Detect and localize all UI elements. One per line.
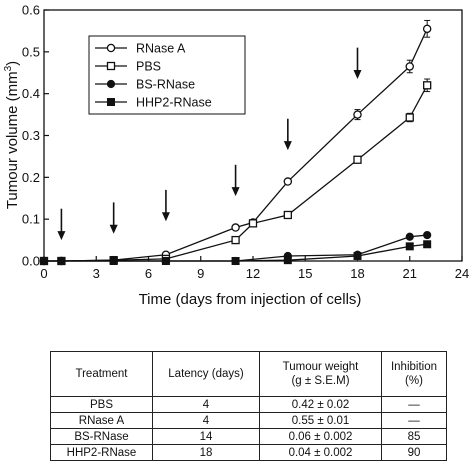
header-inhibition: Inhibition (%) xyxy=(381,351,447,397)
injection-arrow xyxy=(57,208,66,241)
y-tick-label: 0.1 xyxy=(22,212,40,227)
axis-ticks: 0 3 6 9 12 15 18 21 24 0.0 0.1 0.2 0.3 0.4 0.5 0.6 xyxy=(22,3,469,282)
y-tick-label: 0.4 xyxy=(22,86,40,101)
table-cell-treatment: PBS xyxy=(50,396,153,413)
data-point-legend-bs-rnase xyxy=(106,79,116,89)
legend-label: RNase A xyxy=(136,42,186,56)
x-tick-label: 21 xyxy=(403,266,417,281)
y-tick-label: 0.2 xyxy=(22,170,40,185)
legend-label: PBS xyxy=(136,60,161,74)
table-cell-weight: 0.04 ± 0.002 xyxy=(259,444,382,461)
table-header-row: Treatment Latency (days) Tumour weight (… xyxy=(50,351,447,397)
legend-label: HHP2-RNase xyxy=(136,96,212,110)
x-tick-label: 24 xyxy=(455,266,469,281)
data-point-rnase-a xyxy=(231,223,240,232)
x-tick-label: 18 xyxy=(350,266,364,281)
table-row: PBS 4 0.42 ± 0.02— xyxy=(50,396,447,413)
data-point-legend-pbs xyxy=(106,61,116,71)
data-point-hhp2-rnase xyxy=(283,256,292,265)
table-row: BS-RNase 14 0.06 ± 0.002 85 xyxy=(50,428,447,445)
data-point-pbs xyxy=(283,210,292,220)
data-point-pbs xyxy=(248,219,258,228)
data-point-legend-hhp2-rnase xyxy=(107,98,115,106)
data-point-rnase-a xyxy=(405,62,414,71)
table-cell-inhibition: 85 xyxy=(381,428,447,445)
legend: RNase A PBS BS-RNase HHP2-RNase xyxy=(88,35,246,115)
table-cell-weight: 0.42 ± 0.02 xyxy=(259,396,382,413)
injection-arrow xyxy=(109,202,118,234)
header-latency: Latency (days) xyxy=(152,351,260,397)
x-axis-title: Time (days from injection of cells) xyxy=(139,291,362,308)
data-point-pbs xyxy=(423,81,432,90)
header-tumour-weight-line1: Tumour weight xyxy=(282,361,359,373)
table-cell-treatment: RNase A xyxy=(50,412,153,429)
x-tick-label: 12 xyxy=(246,266,260,281)
table-cell-latency: 18 xyxy=(152,444,260,461)
injection-arrow xyxy=(283,118,292,151)
header-tumour-weight-line2: (g ± S.E.M) xyxy=(291,375,350,387)
table-cell-weight: 0.55 ± 0.01 xyxy=(259,412,382,429)
data-point-rnase-a xyxy=(283,177,293,186)
x-tick-label: 15 xyxy=(298,266,312,281)
x-tick-label: 9 xyxy=(197,266,204,281)
injection-arrow xyxy=(161,189,170,222)
x-tick-label: 0 xyxy=(40,266,47,281)
data-point-hhp2-rnase xyxy=(423,240,432,249)
legend-label: BS-RNase xyxy=(136,78,195,92)
table-cell-inhibition: — xyxy=(381,396,447,413)
y-tick-label: 0.0 xyxy=(22,254,40,269)
data-point-legend-rnase-a xyxy=(106,43,116,53)
y-axis-title: Tumour volume (mm3) xyxy=(3,61,21,209)
y-tick-label: 0.3 xyxy=(22,128,40,143)
injection-arrow xyxy=(231,164,240,197)
header-tumour-weight: Tumour weight (g ± S.E.M) xyxy=(259,351,382,397)
injection-arrows xyxy=(57,47,362,241)
y-tick-label: 0.6 xyxy=(22,3,40,18)
data-point-pbs xyxy=(405,113,414,122)
x-tick-label: 3 xyxy=(93,266,100,281)
table-cell-latency: 4 xyxy=(152,396,260,413)
table-cell-treatment: BS-RNase xyxy=(50,428,153,445)
legend-item-pbs: PBS xyxy=(95,60,161,74)
x-tick-label: 6 xyxy=(145,266,152,281)
table-cell-latency: 14 xyxy=(152,428,260,445)
table-row: HHP2-RNase 18 0.04 ± 0.002 90 xyxy=(50,444,447,461)
table-cell-inhibition: — xyxy=(381,412,447,429)
header-treatment: Treatment xyxy=(50,351,153,397)
data-point-pbs xyxy=(353,155,362,164)
table-cell-treatment: HHP2-RNase xyxy=(50,444,153,461)
data-point-rnase-a xyxy=(422,24,432,34)
table-row: RNase A 4 0.55 ± 0.01— xyxy=(50,412,447,429)
table-cell-inhibition: 90 xyxy=(381,444,447,461)
data-point-hhp2-rnase xyxy=(405,242,414,251)
table-body: PBS 4 0.42 ± 0.02— RNase A 4 0.55 ± 0.01— BS-R… xyxy=(50,396,447,461)
table-cell-weight: 0.06 ± 0.002 xyxy=(259,428,382,445)
legend-item-rnase-a: RNase A xyxy=(95,42,186,56)
legend-item-bs-rnase: BS-RNase xyxy=(95,78,195,92)
data-point-rnase-a xyxy=(353,110,362,119)
table-cell-latency: 4 xyxy=(152,412,260,429)
results-table: Treatment Latency (days) Tumour weight (… xyxy=(50,351,447,461)
data-point-bs-rnase xyxy=(423,230,432,240)
tumour-volume-chart: 0 3 6 9 12 15 18 21 24 0.0 0.1 0.2 0.3 0.4 0.5 0.6 RNas… xyxy=(3,3,469,309)
data-point-bs-rnase xyxy=(405,232,414,241)
data-point-pbs xyxy=(231,235,240,245)
y-tick-label: 0.5 xyxy=(22,44,40,59)
injection-arrow xyxy=(353,47,362,80)
legend-item-hhp2-rnase: HHP2-RNase xyxy=(95,96,212,110)
